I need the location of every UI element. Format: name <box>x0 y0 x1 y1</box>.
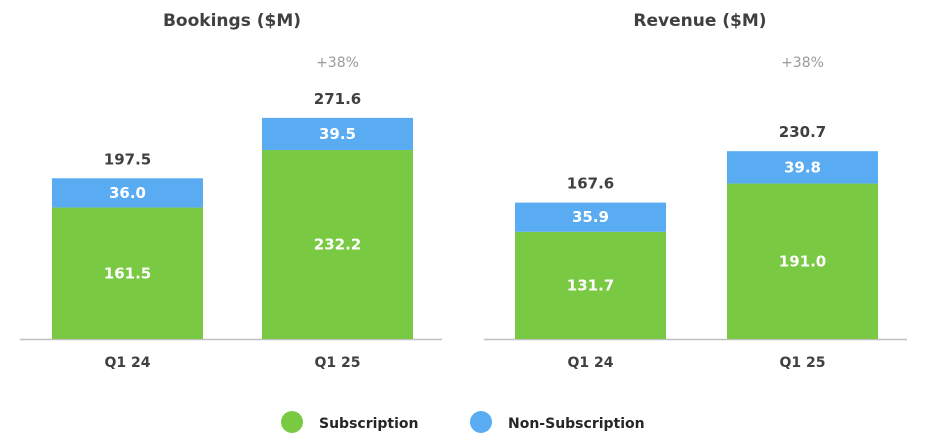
x-tick-label: Q1 24 <box>568 355 614 371</box>
growth-annotation: +38% <box>316 55 359 71</box>
data-label: 36.0 <box>109 184 146 202</box>
bar-segment-non-subscription <box>52 178 203 208</box>
legend-marker-subscription <box>281 411 303 433</box>
chart-bookings: Bookings ($M) 161.5 36.0 197.5 Q1 24 232.2 39.… <box>20 11 442 371</box>
chart-title: Bookings ($M) <box>163 11 301 31</box>
bar-segment-subscription <box>262 150 413 339</box>
data-label: 35.9 <box>572 208 609 226</box>
legend-marker-non-subscription <box>470 411 492 433</box>
data-label: 131.7 <box>567 276 614 294</box>
bar-segment-subscription <box>515 231 666 339</box>
data-label: 161.5 <box>104 264 151 282</box>
total-label: 167.6 <box>567 175 614 193</box>
data-label: 39.5 <box>319 125 356 143</box>
x-tick-label: Q1 25 <box>780 355 826 371</box>
x-tick-label: Q1 25 <box>315 355 361 371</box>
x-tick-label: Q1 24 <box>105 355 151 371</box>
growth-annotation: +38% <box>781 55 824 71</box>
data-label: 191.0 <box>779 252 826 270</box>
bar-segment-subscription <box>727 183 878 339</box>
data-label: 232.2 <box>314 236 361 254</box>
total-label: 230.7 <box>779 123 826 141</box>
bar-segment-non-subscription <box>515 202 666 232</box>
total-label: 271.6 <box>314 90 361 108</box>
legend-label: Subscription <box>319 416 419 432</box>
bar-segment-non-subscription <box>727 151 878 184</box>
chart-title: Revenue ($M) <box>633 11 766 31</box>
legend: Subscription Non-Subscription <box>281 411 645 433</box>
bar-segment-non-subscription <box>262 117 413 151</box>
data-label: 39.8 <box>784 158 821 176</box>
legend-label: Non-Subscription <box>508 416 645 432</box>
chart-revenue: Revenue ($M) 131.7 35.9 167.6 Q1 24 191.0 39.8… <box>484 11 907 371</box>
bar-segment-subscription <box>52 207 203 339</box>
total-label: 197.5 <box>104 150 151 168</box>
